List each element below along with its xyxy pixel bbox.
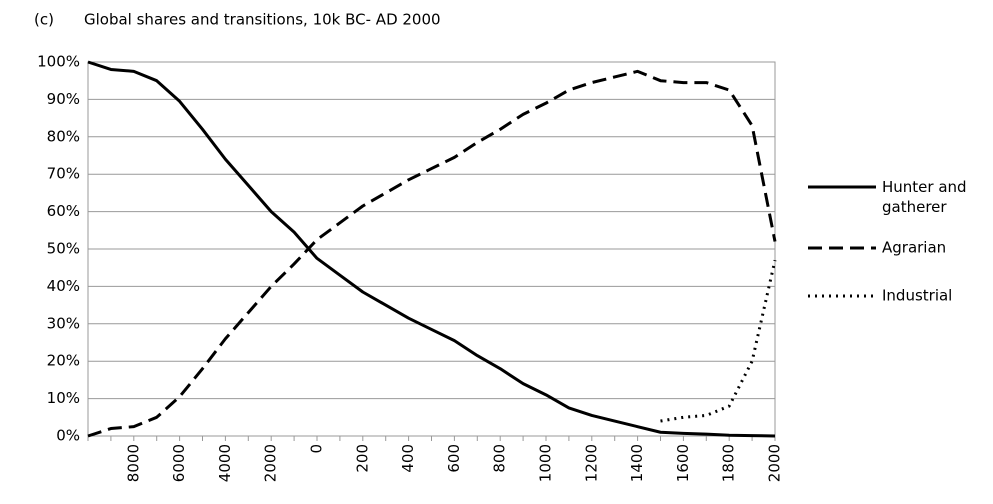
y-tick-label: 70% <box>47 165 80 183</box>
x-tick-label: 8000 <box>124 444 142 482</box>
y-tick-label: 60% <box>47 202 80 220</box>
x-tick-label: 600 <box>445 444 463 473</box>
y-tick-label: 40% <box>47 277 80 295</box>
x-tick-label: 400 <box>399 444 417 473</box>
x-tick-label: 1200 <box>582 444 600 482</box>
x-tick-label: 800 <box>491 444 509 473</box>
y-tick-label: 100% <box>37 53 80 71</box>
x-tick-label: 0 <box>308 444 326 454</box>
chart-title: Global shares and transitions, 10k BC- A… <box>84 11 441 29</box>
legend-label: Industrial <box>882 287 952 305</box>
x-tick-label: 1000 <box>537 444 555 482</box>
y-tick-label: 0% <box>56 427 80 445</box>
panel-label: (c) <box>34 11 54 29</box>
x-tick-label: 1800 <box>720 444 738 482</box>
x-tick-label: 4000 <box>216 444 234 482</box>
x-tick-label: 2000 <box>262 444 280 482</box>
x-tick-label: 2000 <box>766 444 784 482</box>
y-tick-label: 50% <box>47 240 80 258</box>
series-line <box>87 69 777 438</box>
series-line <box>87 60 776 438</box>
y-tick-label: 80% <box>47 127 80 145</box>
legend-label: Agrarian <box>882 239 946 257</box>
x-tick-label: 200 <box>353 444 371 473</box>
x-tick-label: 6000 <box>170 444 188 482</box>
x-tick-label: 1400 <box>628 444 646 482</box>
y-tick-label: 10% <box>47 389 80 407</box>
legend-label: Hunter and gatherer <box>882 178 967 216</box>
series-line <box>660 259 777 423</box>
y-tick-label: 30% <box>47 314 80 332</box>
y-tick-label: 90% <box>47 90 80 108</box>
x-tick-label: 1600 <box>674 444 692 482</box>
y-tick-label: 20% <box>47 352 80 370</box>
